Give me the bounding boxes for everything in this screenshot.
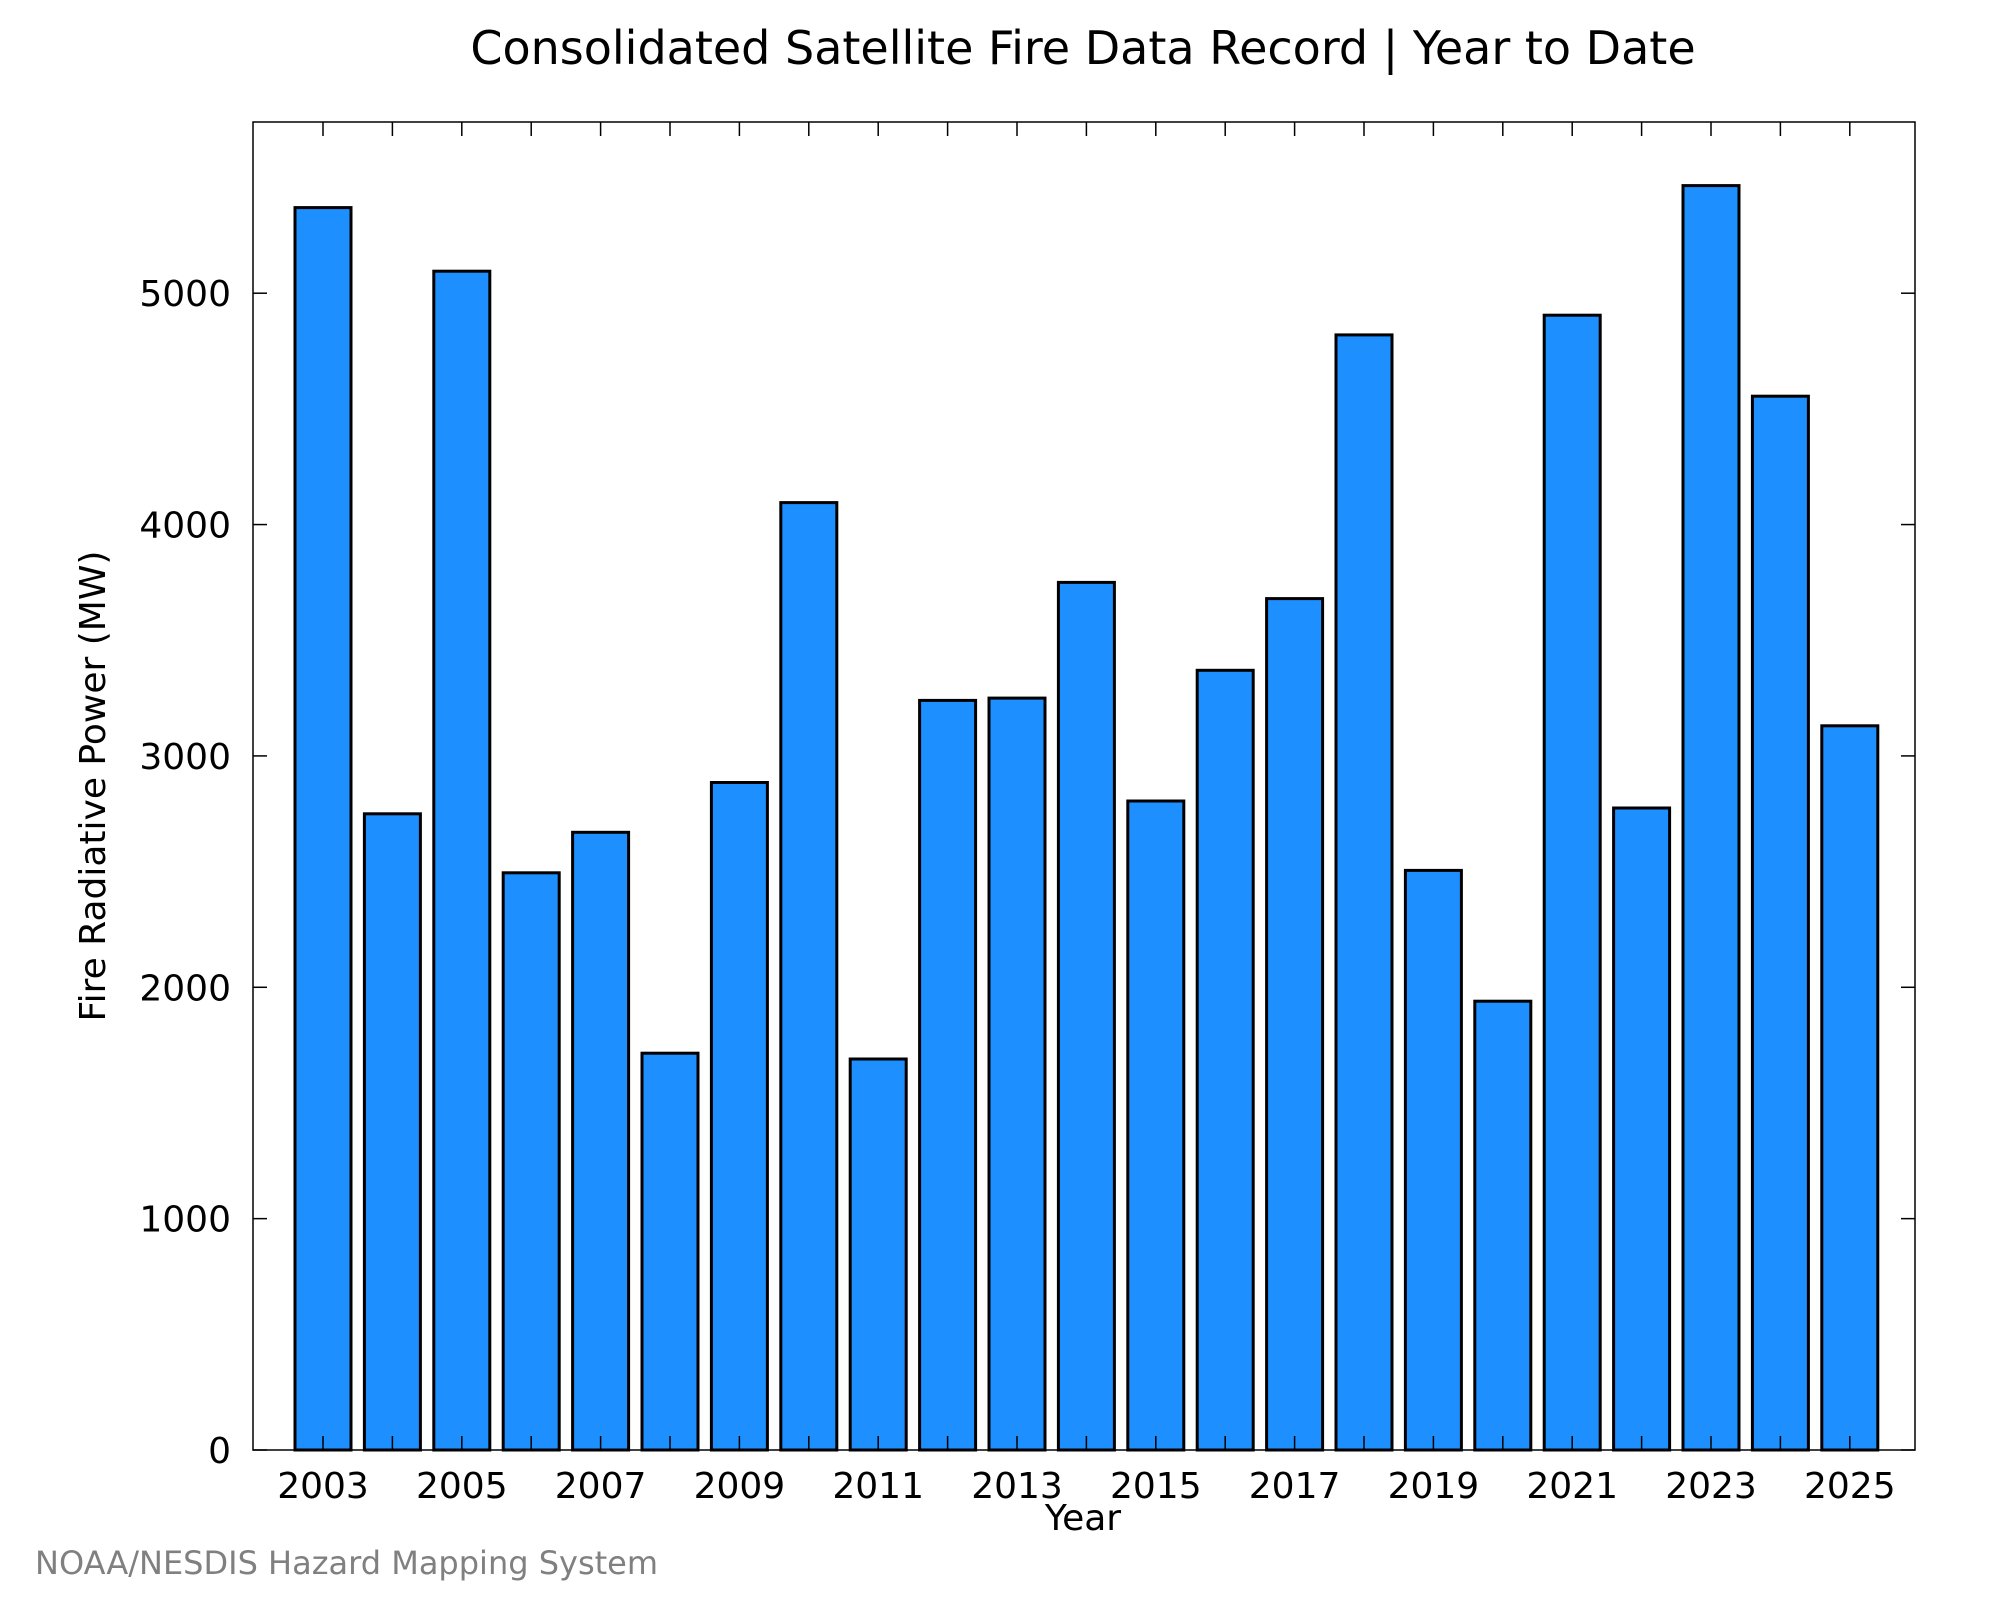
bar-2011 [848, 1057, 908, 1452]
bar-2006 [501, 871, 561, 1452]
y-tick-label-1000: 1000 [139, 1200, 231, 1241]
x-tick-label-2003: 2003 [277, 1466, 369, 1507]
bar-2024 [1750, 394, 1810, 1452]
bar-2019 [1403, 868, 1463, 1452]
x-tick-label-2017: 2017 [1249, 1466, 1341, 1507]
bar-2003 [293, 206, 353, 1452]
bar-2017 [1265, 597, 1325, 1452]
chart-title: Consolidated Satellite Fire Data Record … [470, 21, 1695, 76]
x-tick-label-2023: 2023 [1665, 1466, 1757, 1507]
y-tick-label-3000: 3000 [139, 737, 231, 778]
x-tick-label-2007: 2007 [555, 1466, 647, 1507]
bar-2009 [709, 781, 769, 1452]
bar-2015 [1126, 799, 1186, 1452]
bar-2004 [362, 812, 422, 1452]
bar-2021 [1542, 313, 1602, 1452]
x-tick-label-2019: 2019 [1388, 1466, 1480, 1507]
x-tick-label-2013: 2013 [971, 1466, 1063, 1507]
y-axis-label: Fire Radiative Power (MW) [73, 551, 114, 1022]
x-axis-label: Year [1044, 1498, 1121, 1539]
bar-2012 [918, 698, 978, 1452]
bar-2025 [1820, 724, 1880, 1452]
bar-2022 [1612, 806, 1672, 1452]
bar-2023 [1681, 184, 1741, 1452]
bar-2010 [779, 501, 839, 1452]
bar-2013 [987, 696, 1047, 1452]
x-tick-label-2025: 2025 [1804, 1466, 1896, 1507]
bar-2020 [1473, 999, 1533, 1452]
y-tick-label-0: 0 [208, 1431, 231, 1472]
y-tick-label-4000: 4000 [139, 506, 231, 547]
x-axis: 2003 2005 2007 2009 2011 2013 2015 2017 2019 2021… [277, 122, 1896, 1507]
bar-2005 [432, 269, 492, 1452]
y-axis: 0 1000 2000 3000 4000 5000 [139, 274, 1915, 1472]
y-tick-label-2000: 2000 [139, 968, 231, 1009]
y-tick-label-5000: 5000 [139, 274, 231, 315]
bar-2016 [1195, 668, 1255, 1452]
x-tick-label-2011: 2011 [832, 1466, 924, 1507]
bar-2018 [1334, 333, 1394, 1452]
x-tick-label-2009: 2009 [694, 1466, 786, 1507]
x-tick-label-2015: 2015 [1110, 1466, 1202, 1507]
bar-2007 [571, 830, 631, 1452]
x-tick-label-2021: 2021 [1526, 1466, 1618, 1507]
x-tick-label-2005: 2005 [416, 1466, 508, 1507]
bar-2014 [1056, 580, 1116, 1452]
footer-credit: NOAA/NESDIS Hazard Mapping System [35, 1544, 658, 1582]
bars [293, 184, 1880, 1452]
bar-2008 [640, 1051, 700, 1452]
